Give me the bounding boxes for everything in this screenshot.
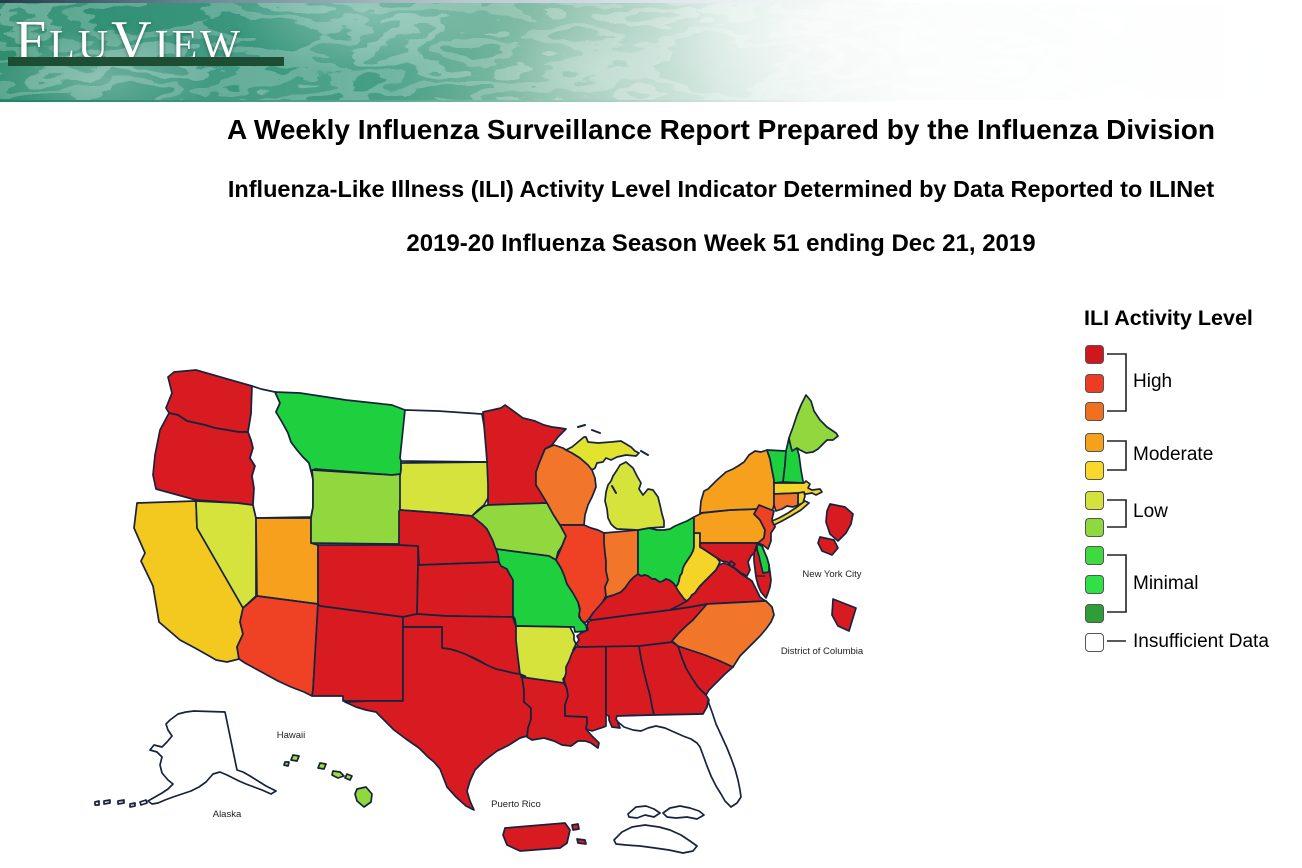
svg-text:Alaska: Alaska	[213, 809, 242, 820]
svg-text:District of Columbia: District of Columbia	[781, 646, 864, 657]
svg-text:Hawaii: Hawaii	[277, 730, 306, 741]
svg-text:New York City: New York City	[802, 569, 861, 580]
svg-text:Puerto Rico: Puerto Rico	[491, 799, 541, 810]
